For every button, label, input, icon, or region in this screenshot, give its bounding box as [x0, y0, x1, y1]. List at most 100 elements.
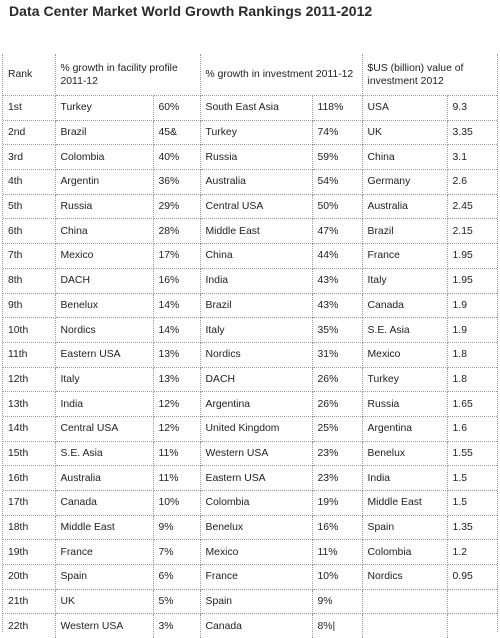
value-amount-cell: 2.15: [447, 219, 497, 244]
value-region-cell: Italy: [362, 268, 447, 293]
investment-percent-cell: 16%: [312, 515, 362, 540]
facility-percent-cell: 3%: [153, 614, 200, 638]
facility-region-cell: France: [55, 540, 153, 565]
facility-region-cell: Italy: [55, 367, 153, 392]
facility-region-cell: Nordics: [55, 318, 153, 343]
value-amount-cell: 9.3: [447, 96, 497, 121]
value-region-cell: France: [362, 244, 447, 269]
facility-percent-cell: 12%: [153, 416, 200, 441]
value-amount-cell: 1.95: [447, 268, 497, 293]
investment-region-cell: Western USA: [200, 441, 312, 466]
value-region-cell: UK: [362, 120, 447, 145]
rank-cell: 17th: [3, 491, 55, 516]
investment-region-cell: India: [200, 268, 312, 293]
investment-percent-cell: 43%: [312, 268, 362, 293]
value-region-cell: Australia: [362, 194, 447, 219]
value-amount-cell: 1.8: [447, 367, 497, 392]
rank-cell: 16th: [3, 466, 55, 491]
value-region-cell: [362, 589, 447, 614]
investment-region-cell: Nordics: [200, 342, 312, 367]
investment-region-cell: Middle East: [200, 219, 312, 244]
facility-region-cell: Brazil: [55, 120, 153, 145]
investment-percent-cell: 35%: [312, 318, 362, 343]
investment-percent-cell: 8%|: [312, 614, 362, 638]
value-region-cell: Canada: [362, 293, 447, 318]
investment-region-cell: Mexico: [200, 540, 312, 565]
investment-percent-cell: 26%: [312, 392, 362, 417]
value-region-cell: Brazil: [362, 219, 447, 244]
value-amount-cell: 1.8: [447, 342, 497, 367]
rank-cell: 5th: [3, 194, 55, 219]
value-region-cell: China: [362, 145, 447, 170]
value-amount-cell: 1.65: [447, 392, 497, 417]
investment-region-cell: South East Asia: [200, 96, 312, 121]
value-amount-cell: 2.6: [447, 170, 497, 195]
rank-cell: 20th: [3, 565, 55, 590]
facility-percent-cell: 16%: [153, 268, 200, 293]
investment-percent-cell: 43%: [312, 293, 362, 318]
facility-percent-cell: 13%: [153, 367, 200, 392]
value-region-cell: Spain: [362, 515, 447, 540]
facility-percent-cell: 28%: [153, 219, 200, 244]
rank-cell: 10th: [3, 318, 55, 343]
investment-percent-cell: 11%: [312, 540, 362, 565]
value-amount-cell: 2.45: [447, 194, 497, 219]
investment-region-cell: France: [200, 565, 312, 590]
facility-percent-cell: 11%: [153, 441, 200, 466]
facility-region-cell: Spain: [55, 565, 153, 590]
rank-cell: 8th: [3, 268, 55, 293]
facility-region-cell: Turkey: [55, 96, 153, 121]
value-region-cell: Russia: [362, 392, 447, 417]
facility-percent-cell: 17%: [153, 244, 200, 269]
value-amount-cell: 3.35: [447, 120, 497, 145]
facility-percent-cell: 5%: [153, 589, 200, 614]
investment-region-cell: Colombia: [200, 491, 312, 516]
table-header-row: Rank % growth in facility profile 2011-1…: [3, 54, 497, 96]
investment-percent-cell: 118%: [312, 96, 362, 121]
investment-region-cell: Russia: [200, 145, 312, 170]
facility-region-cell: Mexico: [55, 244, 153, 269]
investment-region-cell: Italy: [200, 318, 312, 343]
investment-percent-cell: 31%: [312, 342, 362, 367]
facility-region-cell: Australia: [55, 466, 153, 491]
investment-percent-cell: 23%: [312, 466, 362, 491]
value-region-cell: Middle East: [362, 491, 447, 516]
rank-cell: 18th: [3, 515, 55, 540]
value-region-cell: India: [362, 466, 447, 491]
investment-region-cell: United Kingdom: [200, 416, 312, 441]
rank-cell: 21th: [3, 589, 55, 614]
investment-percent-cell: 10%: [312, 565, 362, 590]
facility-region-cell: Middle East: [55, 515, 153, 540]
investment-region-cell: Brazil: [200, 293, 312, 318]
investment-percent-cell: 9%: [312, 589, 362, 614]
facility-percent-cell: 11%: [153, 466, 200, 491]
value-amount-cell: 1.35: [447, 515, 497, 540]
rank-cell: 9th: [3, 293, 55, 318]
facility-region-cell: UK: [55, 589, 153, 614]
investment-region-cell: China: [200, 244, 312, 269]
facility-region-cell: Canada: [55, 491, 153, 516]
facility-region-cell: S.E. Asia: [55, 441, 153, 466]
value-amount-cell: 1.5: [447, 491, 497, 516]
rank-cell: 3rd: [3, 145, 55, 170]
facility-percent-cell: 45&: [153, 120, 200, 145]
value-amount-cell: 1.95: [447, 244, 497, 269]
facility-percent-cell: 14%: [153, 318, 200, 343]
facility-region-cell: Benelux: [55, 293, 153, 318]
investment-region-cell: Australia: [200, 170, 312, 195]
facility-percent-cell: 60%: [153, 96, 200, 121]
rank-cell: 6th: [3, 219, 55, 244]
rank-cell: 4th: [3, 170, 55, 195]
rank-header: Rank: [3, 54, 55, 96]
